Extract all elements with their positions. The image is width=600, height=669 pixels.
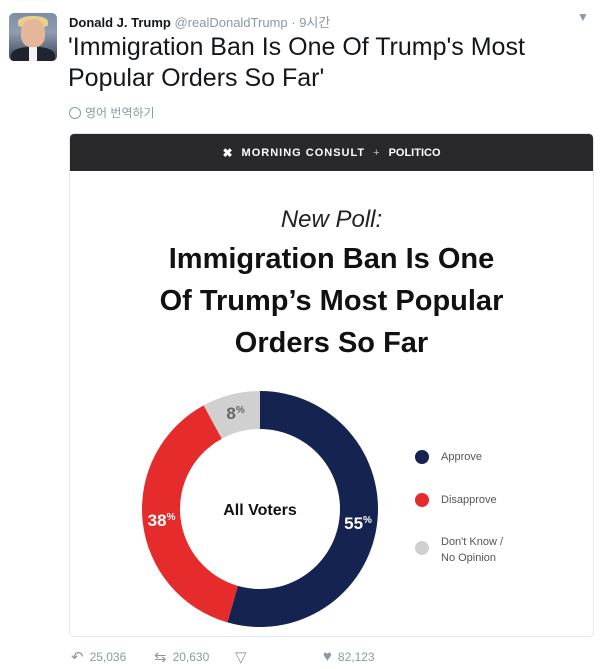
tweet-time[interactable]: · 9시간 xyxy=(291,15,331,30)
retweet-button[interactable]: ⇆ 20,630 xyxy=(154,648,209,666)
author-name[interactable]: Donald J. Trump xyxy=(69,15,171,30)
brand-right: POLITICO xyxy=(388,146,441,159)
translate-label: 영어 번역하기 xyxy=(85,106,155,120)
avatar[interactable] xyxy=(9,13,57,61)
legend-label: Approve xyxy=(441,451,482,463)
slice-value-label: 38% xyxy=(148,511,176,530)
morning-consult-logo-icon: ✖ xyxy=(222,145,234,160)
retweet-icon: ⇆ xyxy=(154,649,167,666)
poll-title-line: Of Trump’s Most Popular xyxy=(159,285,504,317)
legend-label: No Opinion xyxy=(441,552,497,564)
poll-title-line: Orders So Far xyxy=(234,327,429,359)
like-button[interactable]: ♥ 82,123 xyxy=(323,648,375,665)
like-count: 82,123 xyxy=(337,649,375,664)
brand-left: MORNING CONSULT xyxy=(241,146,366,159)
slice-value-label: 8% xyxy=(226,404,244,423)
legend-label: Disapprove xyxy=(441,494,497,506)
author-handle[interactable]: @realDonaldTrump xyxy=(174,15,288,30)
card-banner: ✖ MORNING CONSULT + POLITICO xyxy=(70,134,593,171)
poll-title-line: Immigration Ban Is One xyxy=(168,243,495,275)
more-button[interactable]: ▽ xyxy=(235,648,247,666)
legend-dot xyxy=(415,541,429,555)
legend-label: Don't Know / xyxy=(441,536,504,548)
translate-link[interactable]: 영어 번역하기 xyxy=(69,104,155,121)
legend-dot xyxy=(415,493,429,507)
pie-slice-don-t-know-no-opinion xyxy=(203,391,260,439)
retweet-count: 20,630 xyxy=(172,650,210,664)
poll-subtitle: New Poll: xyxy=(280,206,383,233)
poll-card[interactable]: ✖ MORNING CONSULT + POLITICO New Poll: I… xyxy=(69,133,594,637)
more-icon: ▽ xyxy=(235,649,247,666)
slice-value-label: 55% xyxy=(344,514,372,533)
pie-slice-approve xyxy=(227,391,379,627)
legend-dot xyxy=(415,450,429,464)
brand-plus: + xyxy=(373,146,381,159)
poll-title: Immigration Ban Is One Of Trump’s Most P… xyxy=(70,238,593,364)
tweet-header: Donald J. Trump @realDonaldTrump · 9시간 xyxy=(69,12,330,31)
tweet-text: 'Immigration Ban Is One Of Trump's Most … xyxy=(68,33,525,92)
donut-chart: 55% 38% 8% All Voters xyxy=(142,391,379,627)
heart-icon: ♥ xyxy=(323,648,332,665)
chevron-down-icon[interactable]: ▼ xyxy=(577,10,589,24)
globe-icon xyxy=(69,106,81,119)
center-label: All Voters xyxy=(223,502,297,519)
reply-count: 25,036 xyxy=(89,650,127,664)
reply-icon: ↶ xyxy=(71,649,84,666)
reply-button[interactable]: ↶ 25,036 xyxy=(71,648,126,666)
pie-slice-disapprove xyxy=(142,405,238,623)
